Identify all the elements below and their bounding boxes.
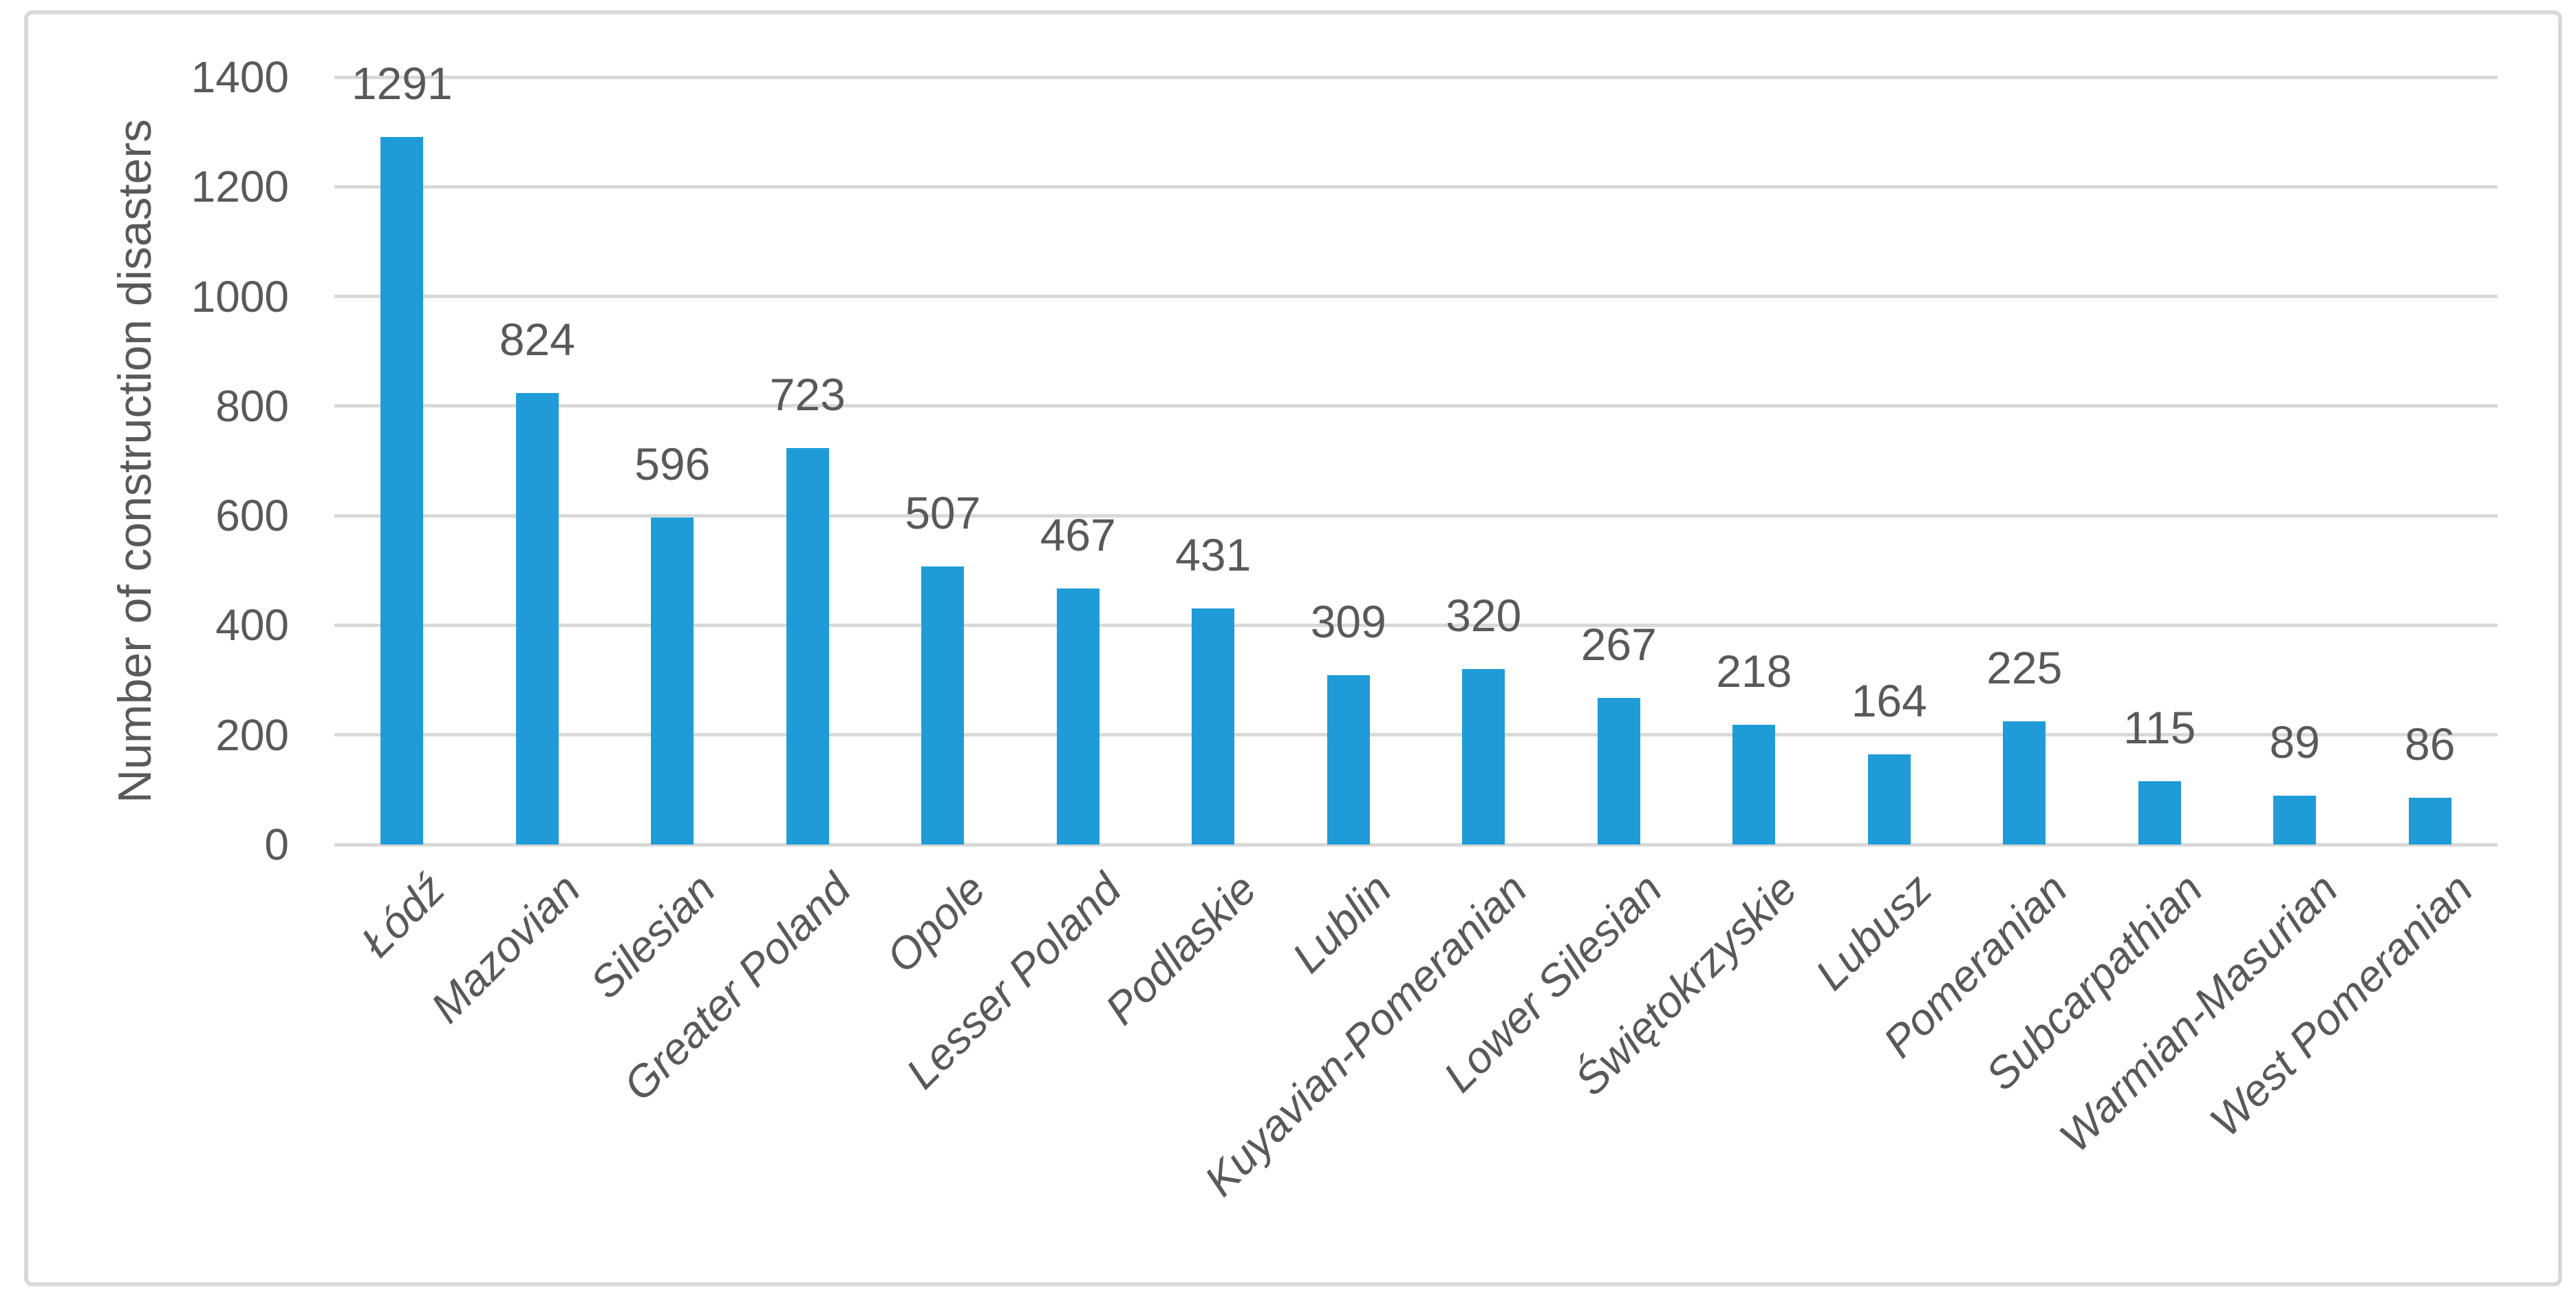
bar-value-label: 824	[499, 313, 575, 365]
bar-value-label: 89	[2269, 717, 2320, 768]
bar	[2408, 797, 2451, 845]
bar-value-label: 86	[2405, 718, 2456, 770]
gridline	[334, 513, 2498, 518]
bar-value-label: 115	[2123, 702, 2196, 754]
gridline	[334, 184, 2498, 189]
bar	[786, 448, 829, 845]
bar	[1462, 669, 1505, 845]
bar	[515, 392, 559, 845]
y-axis-tick-label: 600	[215, 491, 289, 541]
bar-value-label: 225	[1986, 641, 2063, 693]
bar	[921, 566, 965, 845]
gridline	[334, 404, 2498, 408]
bar-value-label: 431	[1175, 529, 1252, 580]
bar	[2273, 796, 2317, 845]
bar-value-label: 596	[634, 438, 711, 490]
bar-value-label: 309	[1310, 595, 1386, 647]
bar	[1597, 698, 1640, 845]
gridline	[334, 733, 2498, 737]
y-axis-tick-label: 200	[215, 710, 289, 760]
bar	[1327, 675, 1370, 845]
bar	[1732, 725, 1776, 845]
bar-value-label: 320	[1446, 590, 1522, 641]
y-axis-tick-label: 1200	[191, 162, 289, 212]
bar-value-label: 164	[1851, 675, 1927, 727]
bar	[2003, 721, 2046, 845]
y-axis-tick-label: 1000	[191, 271, 289, 321]
bar	[1192, 608, 1235, 845]
y-axis-title: Number of construction disasters	[109, 119, 161, 803]
bar-value-label: 267	[1580, 619, 1657, 670]
y-axis-tick-label: 1400	[191, 52, 289, 102]
gridline	[334, 623, 2498, 627]
bar	[1056, 588, 1099, 845]
y-axis-tick-label: 800	[215, 381, 289, 431]
bar-value-label: 1291	[351, 57, 453, 109]
gridline	[334, 842, 2498, 847]
bar-value-label: 723	[769, 369, 846, 421]
gridline	[334, 75, 2498, 79]
chart-border	[24, 10, 2562, 1286]
bar	[380, 136, 424, 845]
y-axis-tick-label: 400	[215, 600, 289, 650]
bar	[2138, 781, 2181, 845]
bar-value-label: 507	[905, 487, 981, 539]
bar-value-label: 218	[1716, 646, 1792, 697]
bar-value-label: 467	[1040, 509, 1116, 561]
bar	[1867, 754, 1911, 845]
gridline	[334, 295, 2498, 299]
y-axis-tick-label: 0	[264, 820, 289, 869]
bar	[651, 518, 694, 845]
